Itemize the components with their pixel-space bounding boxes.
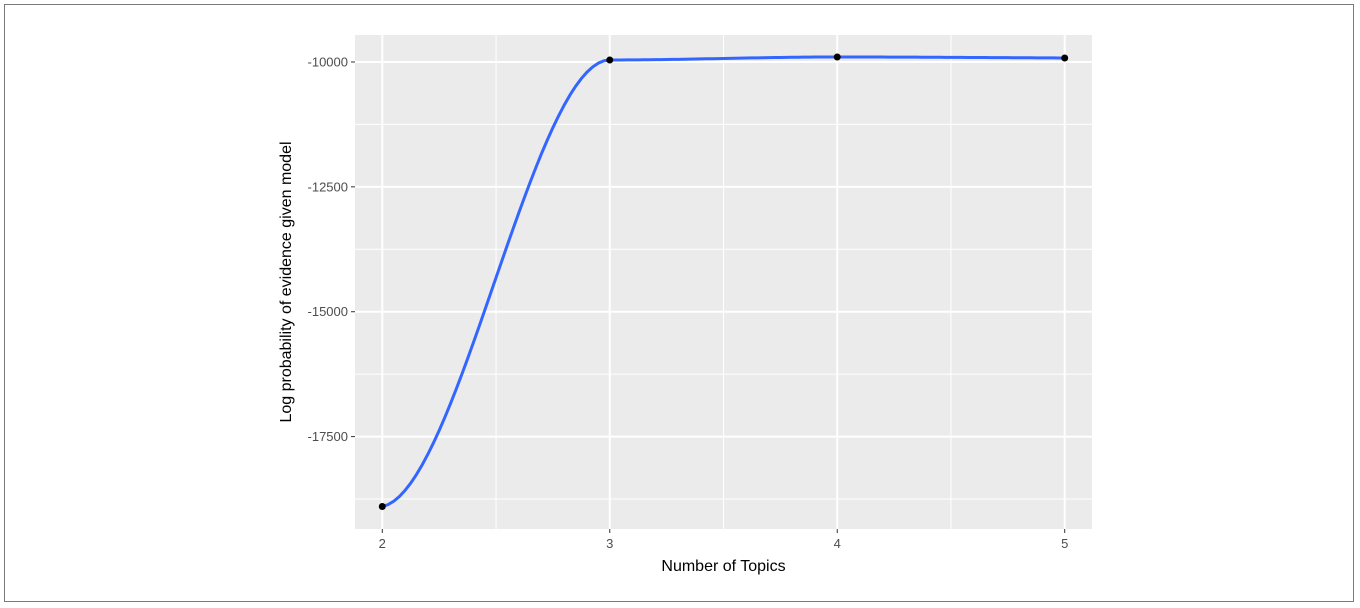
- y-axis-ticks: -17500 -15000 -12500 -10000: [308, 54, 355, 444]
- major-gridlines: [355, 35, 1092, 529]
- y-tick-label: -17500: [308, 429, 348, 444]
- y-tick-label: -15000: [308, 304, 348, 319]
- y-tick-label: -12500: [308, 179, 348, 194]
- x-axis-ticks: 2 3 4 5: [379, 529, 1068, 551]
- y-axis-title: Log probability of evidence given model: [278, 141, 295, 422]
- series-curve: [380, 55, 1067, 509]
- x-tick-label: 2: [379, 536, 386, 551]
- data-points: [378, 53, 1069, 511]
- x-tick-label: 5: [1061, 536, 1068, 551]
- data-point: [833, 53, 841, 61]
- x-tick-label: 4: [834, 536, 841, 551]
- data-point: [1061, 54, 1069, 62]
- x-tick-label: 3: [606, 536, 613, 551]
- y-tick-label: -10000: [308, 54, 348, 69]
- x-axis-title: Number of Topics: [661, 558, 785, 575]
- minor-gridlines: [355, 35, 1092, 529]
- data-point: [606, 56, 614, 64]
- data-point: [378, 503, 386, 511]
